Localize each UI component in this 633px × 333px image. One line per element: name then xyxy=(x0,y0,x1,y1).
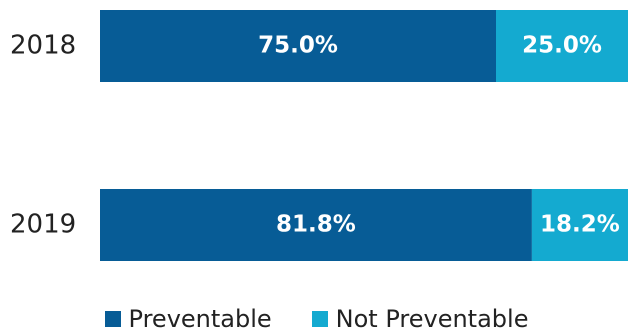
bar-segment-preventable-2019 xyxy=(100,189,532,261)
legend-swatch-preventable xyxy=(104,310,121,327)
legend-label-preventable: Preventable xyxy=(128,304,272,333)
legend-label-not-preventable: Not Preventable xyxy=(335,304,529,333)
bar-segment-not-preventable-2019 xyxy=(531,189,628,261)
data-label-preventable-2018: 75.0% xyxy=(258,33,338,59)
legend-swatch-not-preventable xyxy=(311,310,328,327)
legend-item-preventable: Preventable xyxy=(104,304,272,333)
category-label-2019: 2019 xyxy=(10,210,76,240)
bar-segment-preventable-2018 xyxy=(100,10,496,82)
data-label-not-preventable-2018: 25.0% xyxy=(522,33,602,59)
chart-plot: 2018 75.0% 25.0% 2019 81.8% 18.2% xyxy=(10,10,628,261)
data-label-preventable-2019: 81.8% xyxy=(276,212,356,238)
legend-item-not-preventable: Not Preventable xyxy=(311,304,529,333)
data-label-not-preventable-2019: 18.2% xyxy=(540,212,620,238)
legend: Preventable Not Preventable xyxy=(0,304,633,333)
category-label-2018: 2018 xyxy=(10,31,76,61)
bar-segment-not-preventable-2018 xyxy=(496,10,628,82)
